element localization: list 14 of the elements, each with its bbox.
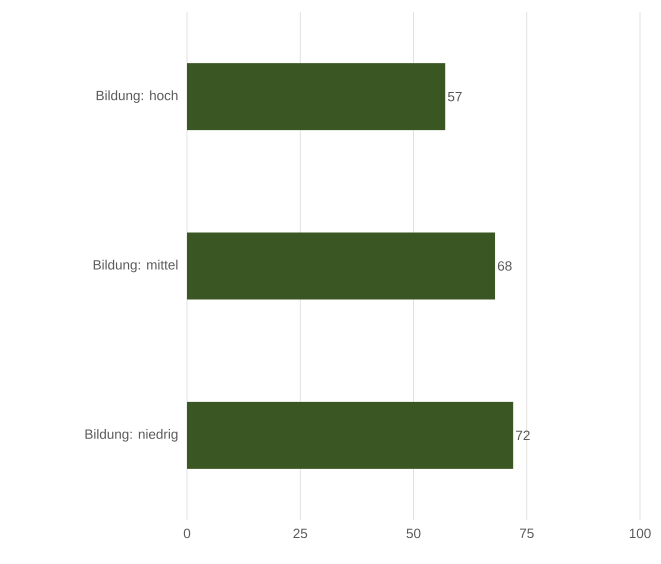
data-label: 57 <box>448 92 462 102</box>
data-label: 68 <box>498 261 512 271</box>
y-tick-label: Bildung: mittel <box>94 260 178 272</box>
bar <box>187 402 514 469</box>
x-tick-label: 75 <box>520 528 534 538</box>
x-tick-label: 50 <box>406 528 420 538</box>
data-label: 72 <box>516 430 530 440</box>
x-tick-label: 100 <box>630 528 651 538</box>
x-tick-label: 25 <box>293 528 308 538</box>
y-tick-label: Bildung: niedrig <box>85 429 178 442</box>
bar <box>187 63 446 130</box>
bar <box>187 232 496 300</box>
y-tick-label: Bildung: hoch <box>96 90 178 103</box>
x-tick-label: 0 <box>184 528 190 538</box>
